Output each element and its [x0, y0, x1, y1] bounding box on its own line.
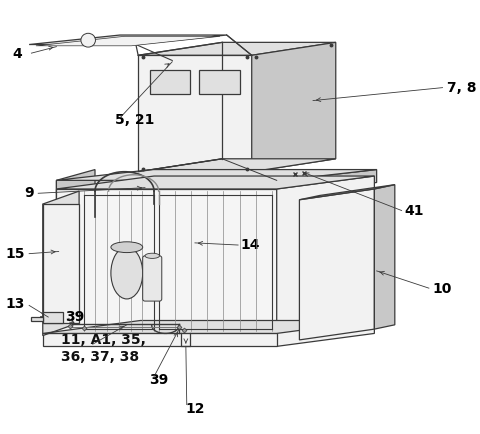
Polygon shape — [36, 36, 220, 46]
Polygon shape — [56, 189, 276, 333]
Polygon shape — [43, 312, 63, 322]
Text: 10: 10 — [432, 283, 451, 296]
Polygon shape — [43, 333, 276, 346]
Polygon shape — [138, 55, 252, 172]
Polygon shape — [43, 320, 374, 333]
Polygon shape — [31, 317, 43, 321]
Text: 12: 12 — [186, 402, 205, 416]
Text: 11, A1, 35,
36, 37, 38: 11, A1, 35, 36, 37, 38 — [61, 333, 146, 364]
Ellipse shape — [111, 242, 143, 253]
Polygon shape — [374, 184, 395, 329]
Polygon shape — [252, 43, 336, 172]
Polygon shape — [56, 176, 374, 189]
FancyBboxPatch shape — [143, 256, 162, 301]
Text: 5, 21: 5, 21 — [116, 113, 155, 127]
Text: 7, 8: 7, 8 — [447, 81, 477, 95]
Polygon shape — [149, 70, 191, 94]
Text: 9: 9 — [24, 186, 34, 200]
Polygon shape — [300, 184, 395, 200]
Text: 39: 39 — [65, 310, 85, 324]
Polygon shape — [43, 204, 79, 322]
Ellipse shape — [145, 253, 159, 258]
Polygon shape — [56, 170, 377, 181]
Polygon shape — [56, 181, 281, 193]
Polygon shape — [200, 70, 240, 94]
Text: 41: 41 — [405, 204, 424, 217]
Text: 4: 4 — [12, 47, 22, 61]
Polygon shape — [43, 191, 79, 335]
Ellipse shape — [111, 247, 143, 299]
Polygon shape — [138, 43, 336, 55]
Polygon shape — [29, 35, 227, 45]
Circle shape — [81, 33, 96, 47]
Text: 39: 39 — [149, 373, 169, 387]
Polygon shape — [281, 170, 377, 193]
Polygon shape — [276, 176, 374, 346]
Text: 13: 13 — [5, 297, 24, 311]
Polygon shape — [56, 170, 95, 320]
Text: 15: 15 — [5, 247, 24, 261]
Text: 14: 14 — [240, 238, 260, 252]
Polygon shape — [300, 189, 374, 340]
Polygon shape — [138, 159, 336, 172]
